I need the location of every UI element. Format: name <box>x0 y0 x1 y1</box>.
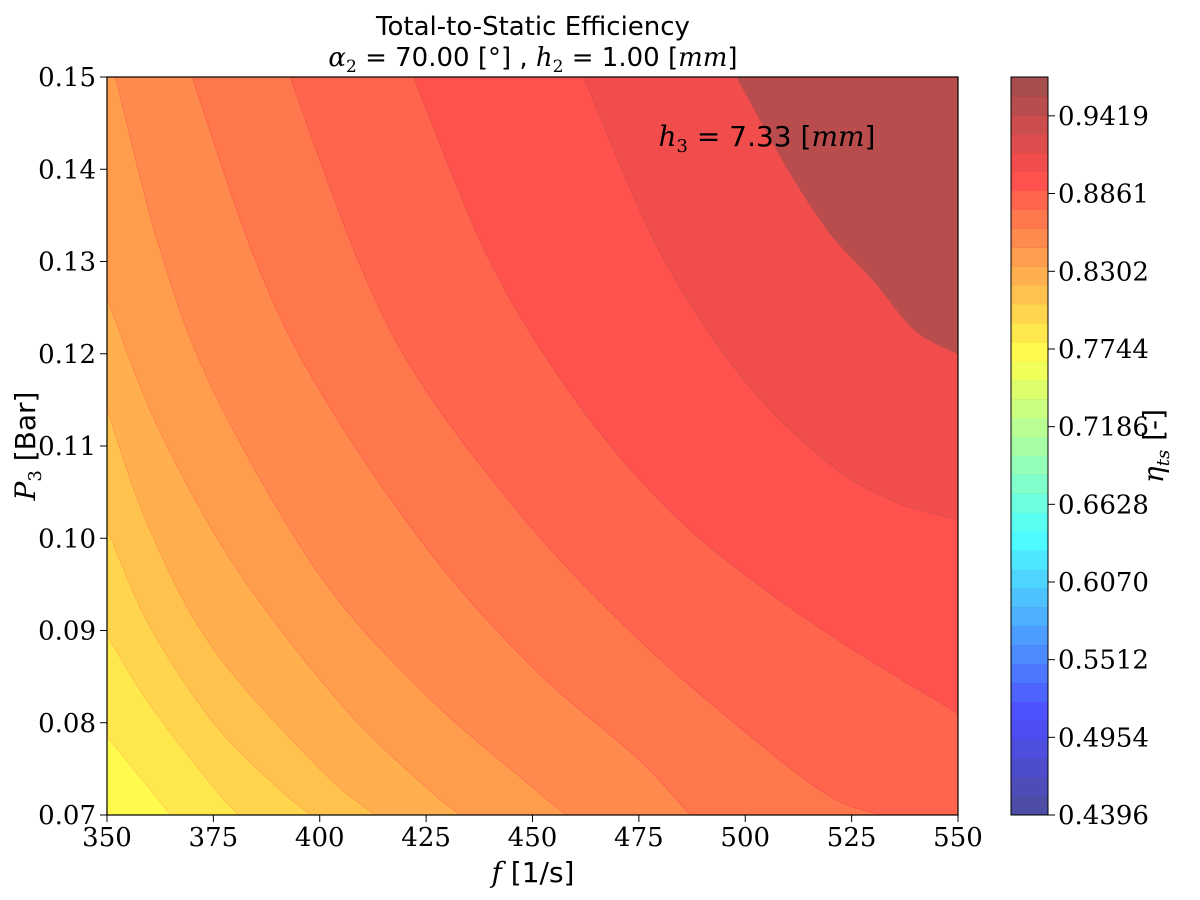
colorbar-band <box>1011 133 1048 154</box>
colorbar-band <box>1011 341 1048 362</box>
colorbar-band <box>1011 625 1048 646</box>
colorbar-band <box>1011 493 1048 513</box>
colorbar-band <box>1011 512 1048 532</box>
x-tick-label: 375 <box>189 823 239 853</box>
colorbar-band <box>1011 455 1048 475</box>
colorbar-band <box>1011 304 1048 324</box>
y-tick-label: 0.10 <box>38 524 96 554</box>
colorbar-band <box>1011 247 1048 267</box>
colorbar-band <box>1011 606 1048 627</box>
colorbar-band <box>1011 531 1048 551</box>
colorbar-label: ηts [-] <box>1137 409 1174 483</box>
contour-line <box>191 77 691 815</box>
y-axis: 0.07 0.08 0.09 0.10 0.11 0.12 0.13 0.14 0.15 <box>38 63 107 831</box>
y-tick-label: 0.11 <box>38 432 96 462</box>
colorbar-tick-label: 0.7186 <box>1058 413 1149 443</box>
colorbar-band <box>1011 266 1048 286</box>
x-tick-label: 475 <box>614 823 664 853</box>
colorbar-band <box>1011 663 1048 684</box>
contour-line <box>583 77 958 521</box>
contour-line <box>107 408 376 815</box>
colorbar-band <box>1011 360 1048 381</box>
colorbar-band <box>1011 739 1048 759</box>
colorbar-band <box>1011 417 1048 438</box>
y-tick-label: 0.12 <box>38 340 96 370</box>
h3-annotation: h3 = 7.33 [mm] <box>659 120 876 157</box>
contour-bands <box>107 77 958 815</box>
colorbar-band <box>1011 209 1048 229</box>
colorbar-tick-label: 0.5512 <box>1058 646 1149 676</box>
colorbar-band <box>1011 379 1048 400</box>
chart-subtitle: α2 = 70.00 [°] , h2 = 1.00 [mm] <box>328 43 737 77</box>
x-tick-label: 500 <box>720 823 770 853</box>
colorbar-band <box>1011 796 1048 816</box>
x-axis: 350 375 400 425 450 475 500 525 550 <box>82 815 983 853</box>
y-tick-label: 0.08 <box>38 709 96 739</box>
x-axis-label: f [1/s] <box>490 856 575 889</box>
colorbar-band <box>1011 550 1048 570</box>
chart-title: Total-to-Static Efficiency <box>375 12 690 42</box>
colorbar-band <box>1011 644 1048 665</box>
y-tick-label: 0.13 <box>38 248 96 278</box>
colorbar-band <box>1011 114 1048 135</box>
colorbar-tick-label: 0.6070 <box>1058 568 1149 598</box>
x-tick-label: 550 <box>933 823 983 853</box>
contour-line <box>107 736 172 815</box>
contour-band <box>736 77 958 354</box>
y-axis-label: P3 [Bar] <box>9 392 46 502</box>
x-tick-label: 400 <box>295 823 345 853</box>
colorbar-band <box>1011 474 1048 494</box>
y-tick-label: 0.09 <box>38 617 96 647</box>
contour-line <box>289 77 882 815</box>
colorbar-band <box>1011 758 1048 778</box>
contour-line <box>107 634 240 815</box>
y-tick-label: 0.07 <box>38 801 96 831</box>
contour-line <box>736 77 958 355</box>
colorbar-band <box>1011 777 1048 797</box>
colorbar-band <box>1011 171 1048 192</box>
contour-line <box>107 298 461 815</box>
colorbar-tick-label: 0.4954 <box>1058 723 1149 753</box>
colorbar: 0.4396 0.4954 0.5512 0.6070 0.6628 0.7186 0.77… <box>1010 76 1149 831</box>
colorbar-band <box>1011 701 1048 721</box>
colorbar-band <box>1011 569 1048 589</box>
colorbar-band <box>1011 228 1048 248</box>
x-tick-label: 450 <box>508 823 558 853</box>
x-tick-label: 425 <box>401 823 451 853</box>
y-tick-label: 0.15 <box>38 63 96 93</box>
colorbar-frame <box>1010 76 1049 816</box>
colorbar-band <box>1011 323 1048 343</box>
colorbar-band <box>1011 152 1048 173</box>
colorbar-band <box>1011 436 1048 456</box>
colorbar-band <box>1011 77 1048 97</box>
colorbar-band <box>1011 720 1048 740</box>
colorbar-band <box>1011 285 1048 305</box>
contour-line <box>412 77 958 714</box>
colorbar-tick-label: 0.9419 <box>1058 102 1149 132</box>
colorbar-band <box>1011 398 1048 419</box>
colorbar-tick-label: 0.8302 <box>1058 257 1149 287</box>
colorbar-tick-label: 0.6628 <box>1058 490 1149 520</box>
x-tick-label: 350 <box>82 823 132 853</box>
colorbar-tick-label: 0.4396 <box>1058 801 1149 831</box>
colorbar-band <box>1011 95 1048 116</box>
colorbar-tick-label: 0.7744 <box>1058 335 1149 365</box>
contour-line <box>115 77 567 815</box>
colorbar-band <box>1011 682 1048 702</box>
colorbar-band <box>1011 587 1048 608</box>
y-tick-label: 0.14 <box>38 155 96 185</box>
colorbar-tick-label: 0.8861 <box>1058 180 1149 210</box>
colorbar-band <box>1011 190 1048 210</box>
x-tick-label: 525 <box>827 823 877 853</box>
contour-line <box>107 528 312 815</box>
